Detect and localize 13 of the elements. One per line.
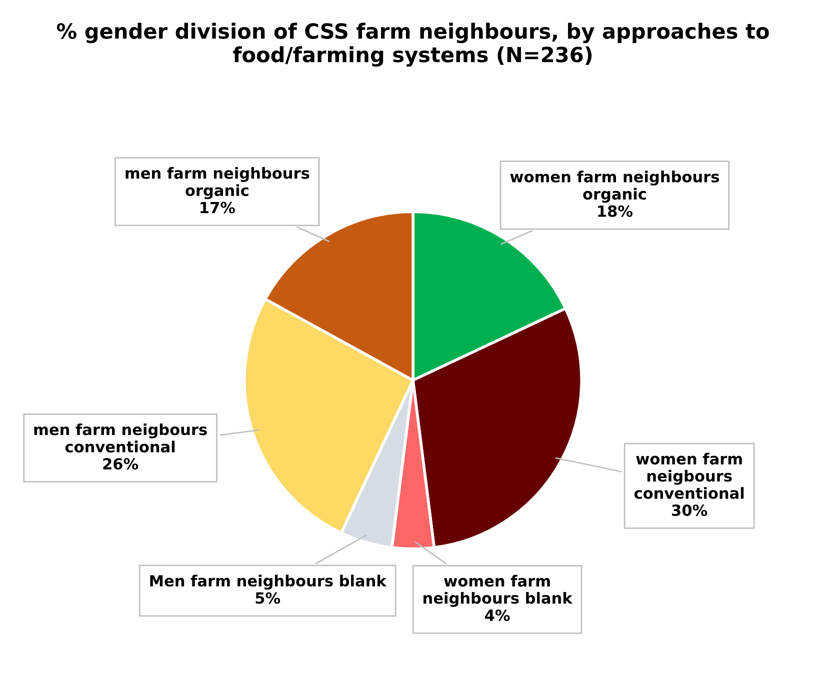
slice-label: women farm neigbours conventional: [634, 452, 744, 499]
data-label: 30%: [672, 504, 708, 516]
data-label: 26%: [103, 458, 138, 470]
chart-title: % gender division of CSS farm neighbours, by approaches to food/farming systems (N=236): [56, 22, 769, 67]
data-label: 18%: [598, 205, 633, 217]
slice-label: women farm neighbours organic: [510, 170, 720, 203]
data-label: 5%: [256, 592, 280, 604]
data-label: 4%: [485, 609, 510, 622]
slice-label: Men farm neighbours blank: [150, 574, 387, 590]
slice-label: men farm neighbours organic: [126, 167, 310, 200]
slice-label: men farm neigbours conventional: [34, 423, 207, 453]
data-label: 17%: [200, 202, 235, 214]
slice-label: women farm neighbours blank: [424, 574, 573, 607]
